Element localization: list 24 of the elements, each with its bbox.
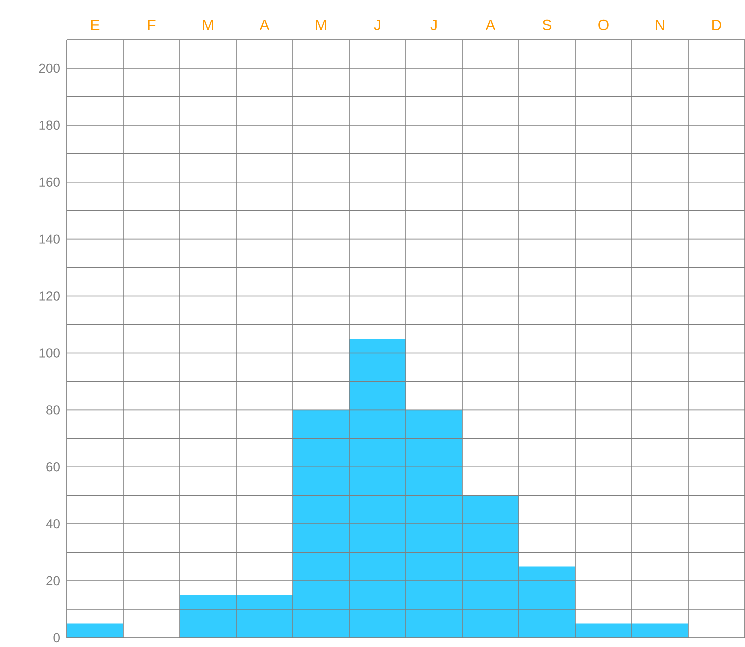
x-tick-label: J: [374, 20, 380, 30]
y-tick-label: 100: [40, 348, 60, 358]
y-tick-label: 120: [40, 292, 60, 301]
bar: [67, 624, 124, 638]
x-tick-label: F: [148, 20, 156, 30]
x-tick-label: D: [712, 20, 722, 30]
y-tick-label: 40: [46, 519, 60, 529]
y-tick-label: 160: [40, 178, 60, 187]
x-tick-label: M: [316, 20, 326, 30]
y-tick-label: 60: [46, 462, 60, 472]
y-tick-label: 180: [40, 120, 60, 130]
x-tick-label: S: [542, 20, 552, 30]
y-tick-label: 140: [40, 234, 60, 244]
x-tick-label: N: [656, 20, 664, 30]
y-tick-label: 80: [46, 406, 60, 415]
y-tick-label: 200: [39, 64, 60, 74]
x-tick-label: E: [91, 20, 100, 30]
x-tick-label: A: [486, 20, 496, 30]
y-tick-label: 0: [54, 633, 60, 643]
x-tick-label: M: [203, 20, 214, 30]
x-tick-label: J: [430, 20, 437, 30]
x-tick-label: O: [598, 20, 609, 30]
x-tick-label: A: [260, 20, 270, 30]
y-tick-label: 20: [46, 576, 60, 586]
